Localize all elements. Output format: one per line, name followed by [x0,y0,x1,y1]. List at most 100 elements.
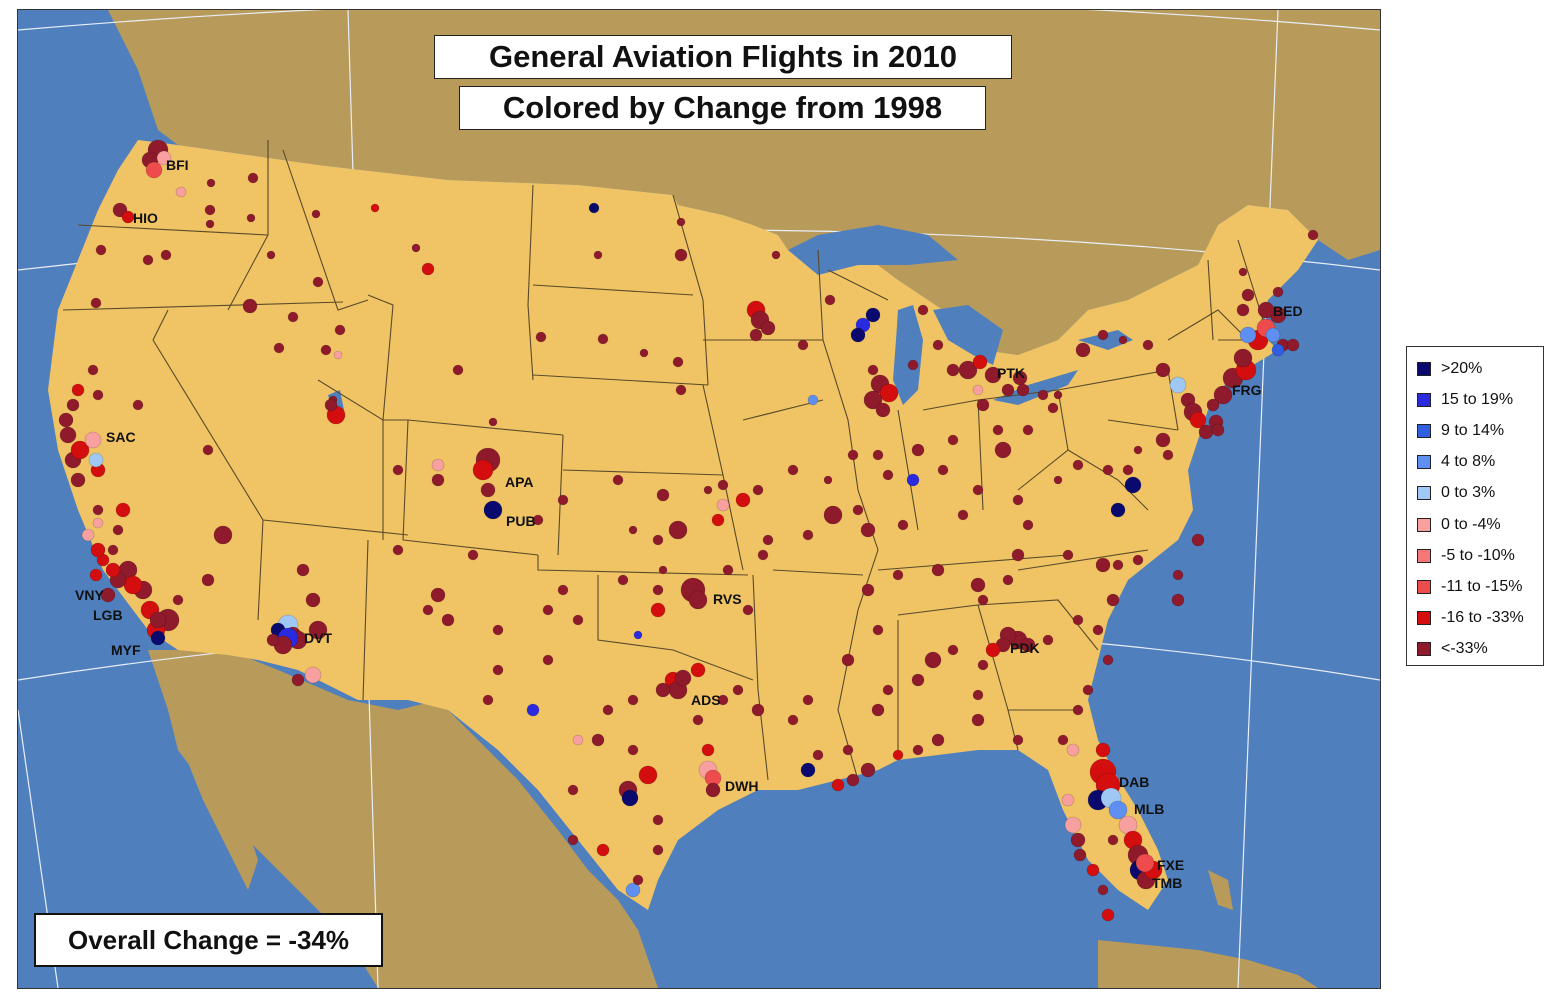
airport-dot [612,474,624,486]
airport-dot [771,250,781,260]
airport-dot [1238,267,1248,277]
airport-dot [1172,569,1184,581]
airport-dot [291,673,305,687]
airport-dot [1062,549,1074,561]
airport-dot [937,464,949,476]
airport-dot [871,703,885,717]
airport-dot [588,202,600,214]
airport-dot [296,563,310,577]
airport-dot [311,209,321,219]
airport-dot [633,630,643,640]
airport-label: ADS [691,692,721,708]
lake-michigan [893,305,923,405]
lake-ontario [1078,330,1133,350]
airport-dot [639,348,649,358]
airport-dot [994,441,1012,459]
airport-dot [690,662,706,678]
airport-dot [1286,338,1300,352]
airport-dot [431,458,445,472]
airport-dot [722,564,734,576]
airport-dot [422,604,434,616]
legend-swatch [1417,579,1431,594]
airport-dot [266,250,276,260]
airport-label: PDK [1010,640,1040,656]
airport-dot [597,333,609,345]
airport-labels: BFI HIO SAC VNY LGB MYF DVT APA PUB RVS ADS DWH PDK P… [75,157,1303,891]
airport-dot [431,473,445,487]
airport-dot [467,549,479,561]
airport-dot [632,874,644,886]
airport-dot [567,834,579,846]
airport-dot [652,844,664,856]
airport-label: MYF [111,642,141,658]
airport-dot [977,594,989,606]
airport-dot [655,682,671,698]
airport-dot [1101,908,1115,922]
legend-label: <-33% [1441,640,1488,658]
airport-dot [912,744,924,756]
airport-dot [273,342,285,354]
airport-dot [742,604,754,616]
legend-item: 9 to 14% [1417,415,1543,446]
airport-dot [860,522,876,538]
airport-dot [1022,519,1034,531]
airport-dot [492,664,504,676]
airport-label: APA [505,474,534,490]
airport-dot [92,389,104,401]
airport-dot [1075,342,1091,358]
airport-dot [483,500,503,520]
airport-dot [70,472,86,488]
airport-dot [842,744,854,756]
airport-dot [81,528,95,542]
legend-label: >20% [1441,359,1483,377]
airport-dot [627,744,639,756]
airport-dot [156,150,172,166]
airport-dot [92,517,104,529]
airport-dot [305,592,321,608]
airport-dot [59,426,77,444]
airport-dot [87,364,99,376]
airport-dot [206,178,216,188]
airport-dot [947,644,959,656]
airport-dot [1016,383,1030,397]
airport-dot [652,534,664,546]
airport-dot [1155,362,1171,378]
airport-dot [92,504,104,516]
airport-dot [800,762,816,778]
airport-dot [705,782,721,798]
airport-dot [89,568,103,582]
legend-label: -16 to -33% [1441,609,1524,627]
airport-dot [1155,432,1171,448]
airport-dot [324,398,338,412]
airport-dot [931,733,945,747]
map-title: General Aviation Flights in 2010 [434,35,1012,79]
airport-dot [1082,684,1094,696]
airport-dot [1072,459,1084,471]
airport-dot [105,562,121,578]
airport-dot [441,613,455,627]
airport-dot [972,689,984,701]
airport-dot [1271,343,1285,357]
airport-dot [1106,593,1120,607]
airport-dots [58,139,1319,922]
airport-dot [1191,533,1205,547]
airport-dot [711,513,725,527]
airport-dot [1073,848,1087,862]
airport-dot [907,359,919,371]
us-map: BFI HIO SAC VNY LGB MYF DVT APA PUB RVS ADS DWH PDK P… [18,10,1380,988]
airport-dot [70,440,90,460]
airport-dot [452,364,464,376]
airport-dot [492,624,504,636]
airport-dot [1122,464,1134,476]
airport-dot [1092,624,1104,636]
airport-label: MLB [1134,801,1164,817]
airport-dot [333,350,343,360]
legend-item: 0 to -4% [1417,509,1543,540]
legend-swatch [1417,517,1431,532]
airport-dot [1233,348,1253,368]
airport-dot [526,703,540,717]
airport-dot [931,563,945,577]
airport-dot [850,327,866,343]
airport-label: SAC [106,429,136,445]
airport-dot [617,574,629,586]
